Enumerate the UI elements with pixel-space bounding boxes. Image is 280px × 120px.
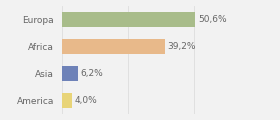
Text: 39,2%: 39,2%: [168, 42, 196, 51]
Bar: [62, 12, 195, 27]
Bar: [62, 39, 165, 54]
Bar: [62, 93, 72, 108]
Text: 50,6%: 50,6%: [198, 15, 227, 24]
Text: 6,2%: 6,2%: [81, 69, 103, 78]
Text: 4,0%: 4,0%: [75, 96, 97, 105]
Bar: [62, 66, 78, 81]
